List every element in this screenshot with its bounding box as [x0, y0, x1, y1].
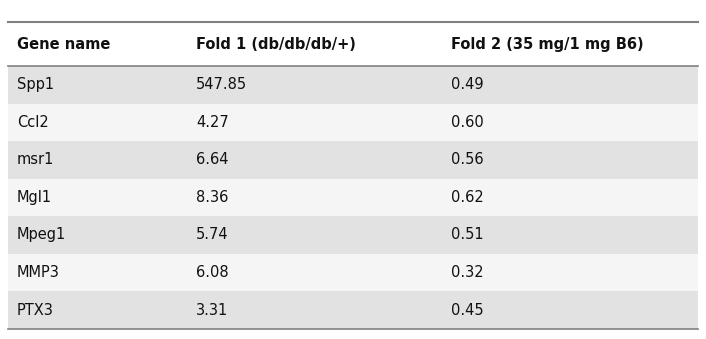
Bar	[8, 216, 698, 254]
Text: 3.31: 3.31	[196, 303, 228, 318]
Text: 4.27: 4.27	[196, 115, 229, 130]
Text: 6.64: 6.64	[196, 153, 229, 167]
Text: Mgl1: Mgl1	[17, 190, 52, 205]
Text: 547.85: 547.85	[196, 77, 247, 92]
Bar	[8, 179, 698, 216]
Bar	[8, 104, 698, 141]
Bar	[8, 66, 698, 104]
Text: Spp1: Spp1	[17, 77, 54, 92]
Text: Ccl2: Ccl2	[17, 115, 49, 130]
Text: 5.74: 5.74	[196, 227, 229, 242]
Text: 0.62: 0.62	[451, 190, 484, 205]
Text: Fold 2 (35 mg/1 mg B6): Fold 2 (35 mg/1 mg B6)	[451, 37, 644, 52]
Text: Fold 1 (db/db/db/+): Fold 1 (db/db/db/+)	[196, 37, 356, 52]
Text: 6.08: 6.08	[196, 265, 229, 280]
Text: 0.49: 0.49	[451, 77, 484, 92]
Text: 0.60: 0.60	[451, 115, 484, 130]
Text: 8.36: 8.36	[196, 190, 229, 205]
Text: Mpeg1: Mpeg1	[17, 227, 66, 242]
Text: msr1: msr1	[17, 153, 54, 167]
Text: PTX3: PTX3	[17, 303, 54, 318]
Text: MMP3: MMP3	[17, 265, 60, 280]
Bar	[8, 254, 698, 291]
Bar	[8, 141, 698, 179]
Text: 0.56: 0.56	[451, 153, 484, 167]
Text: 0.45: 0.45	[451, 303, 484, 318]
Text: Gene name: Gene name	[17, 37, 110, 52]
Bar	[8, 291, 698, 329]
Text: 0.32: 0.32	[451, 265, 484, 280]
Text: 0.51: 0.51	[451, 227, 484, 242]
